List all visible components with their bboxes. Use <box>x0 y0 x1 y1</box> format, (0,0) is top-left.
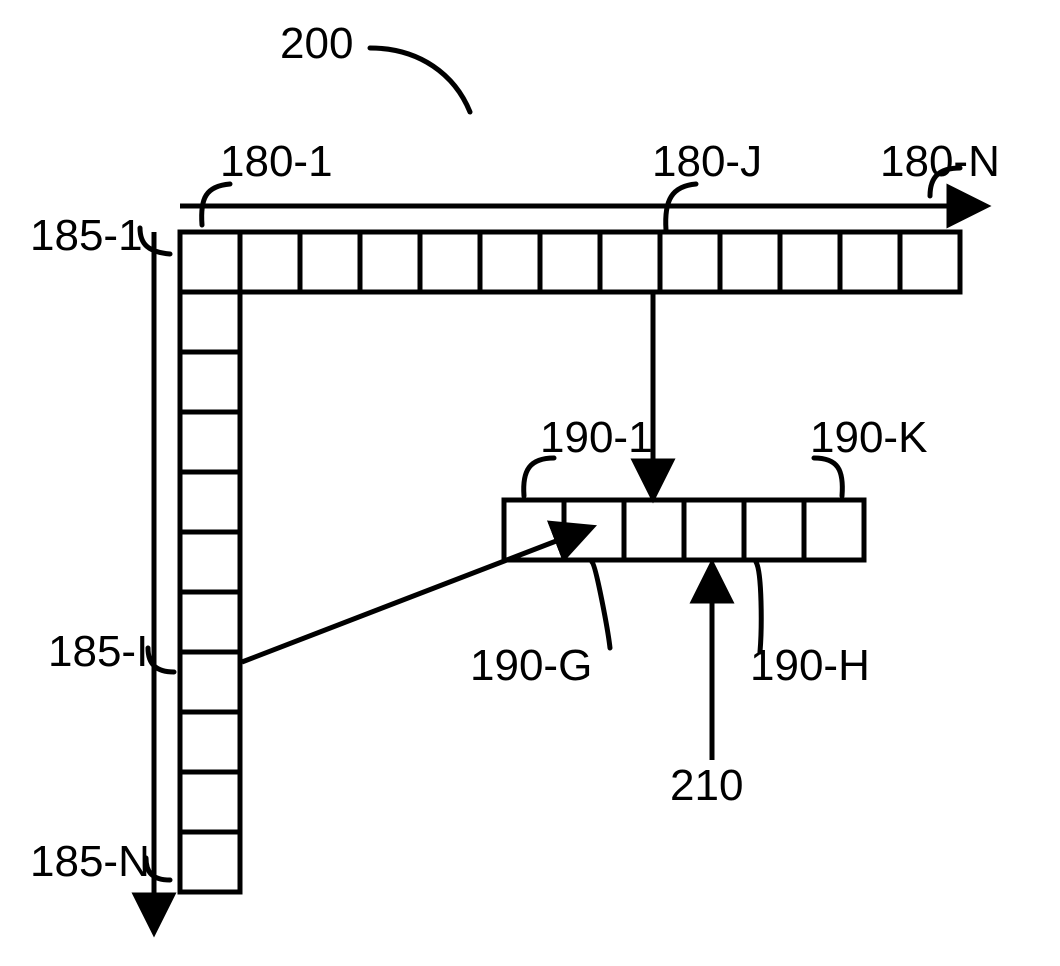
leader-line <box>814 458 842 496</box>
label-fig_ref: 200 <box>280 19 353 68</box>
left-col-cell <box>180 352 240 412</box>
left-col-cell <box>180 712 240 772</box>
left-col-cell <box>180 772 240 832</box>
top-row-cell <box>480 232 540 292</box>
right-block-cell <box>804 500 864 560</box>
label-right_first: 190-1 <box>540 413 653 462</box>
left-col-cell <box>180 832 240 892</box>
label-left_i: 185-I <box>48 627 148 676</box>
arrow-group <box>242 294 712 760</box>
label-left_last: 185-N <box>30 837 150 886</box>
label-top_first: 180-1 <box>220 137 333 186</box>
top-row-cell <box>360 232 420 292</box>
top-row-cell <box>420 232 480 292</box>
left-col-cell <box>180 232 240 292</box>
label-block_ref: 210 <box>670 761 743 810</box>
leader-line <box>524 458 554 496</box>
leader-line <box>592 562 610 648</box>
top-row-cell <box>180 232 240 292</box>
label-group: 200 180-1 180-J 180-N 185-1 185-I 185-N 190-1 19… <box>30 19 1000 886</box>
leader-line <box>370 48 470 112</box>
axis-group <box>154 206 984 930</box>
label-top_last: 180-N <box>880 137 1000 186</box>
right-block-cell <box>744 500 804 560</box>
left-col-cell <box>180 472 240 532</box>
figure-diagram: 200 180-1 180-J 180-N 185-1 185-I 185-N 190-1 19… <box>0 0 1060 966</box>
cell-group <box>180 232 960 892</box>
leader-line <box>756 562 761 652</box>
left-col-cell <box>180 292 240 352</box>
left-col-cell <box>180 652 240 712</box>
top-row-cell <box>600 232 660 292</box>
right-block-cell <box>624 500 684 560</box>
right-block-cell <box>564 500 624 560</box>
top-row-cell <box>840 232 900 292</box>
label-right_g: 190-G <box>470 641 592 690</box>
top-row-cell <box>660 232 720 292</box>
label-left_first: 185-1 <box>30 211 143 260</box>
right-block-cell <box>684 500 744 560</box>
label-right_last: 190-K <box>810 413 927 462</box>
left-col-cell <box>180 412 240 472</box>
top-row-cell <box>240 232 300 292</box>
label-top_j: 180-J <box>652 137 762 186</box>
top-row-cell <box>780 232 840 292</box>
top-row-cell <box>720 232 780 292</box>
label-right_h: 190-H <box>750 641 870 690</box>
top-row-cell <box>900 232 960 292</box>
left-col-cell <box>180 532 240 592</box>
left-col-cell <box>180 592 240 652</box>
top-row-cell <box>300 232 360 292</box>
top-row-cell <box>540 232 600 292</box>
